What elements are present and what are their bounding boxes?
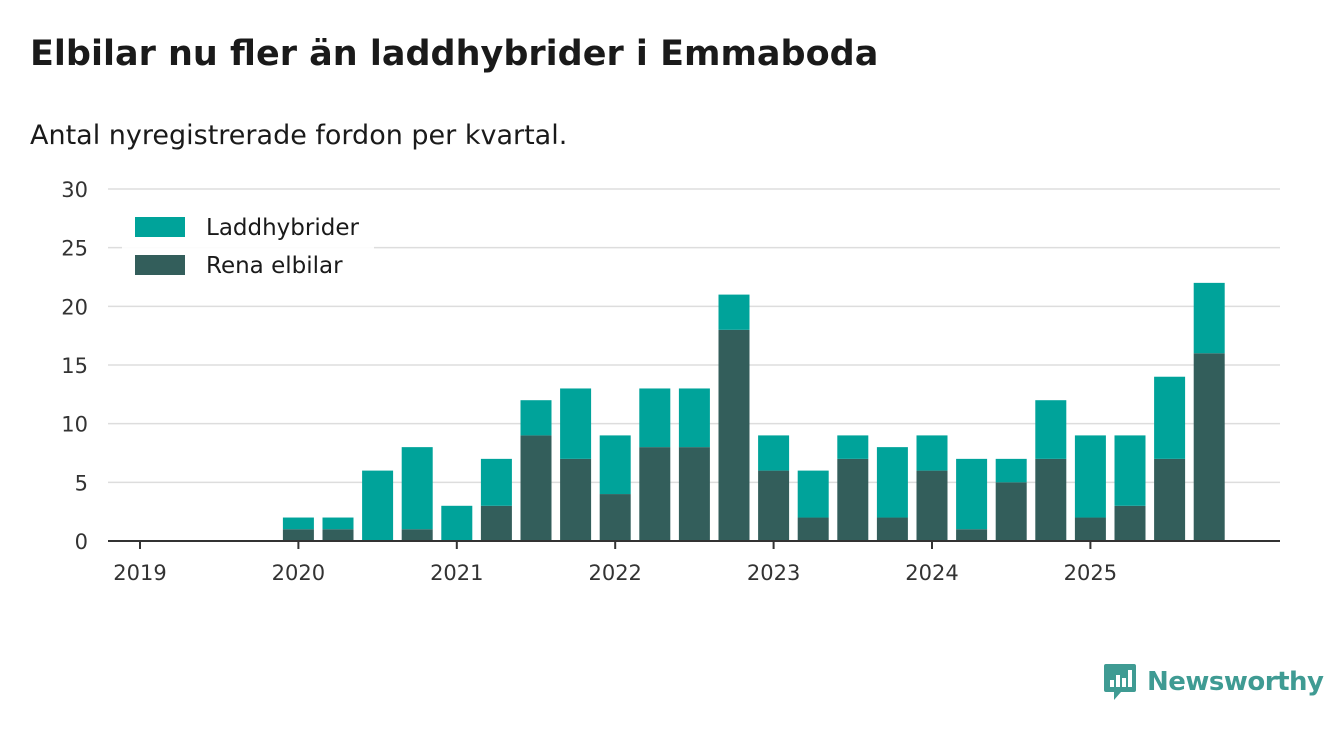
bar-laddhybrider — [956, 458, 988, 530]
bar-rena-elbilar — [401, 529, 433, 541]
y-tick-label: 20 — [61, 295, 88, 319]
bar-rena-elbilar — [1035, 458, 1067, 541]
bar-rena-elbilar — [956, 529, 988, 541]
legend-swatch-rena-elbilar — [135, 255, 185, 275]
y-tick-label: 5 — [75, 471, 88, 495]
y-tick-label: 30 — [61, 178, 88, 202]
bar-laddhybrider — [916, 435, 948, 471]
bar-laddhybrider — [678, 388, 710, 448]
bar-rena-elbilar — [876, 517, 908, 541]
legend: Laddhybrider Rena elbilar — [122, 205, 374, 283]
bar-rena-elbilar — [1114, 505, 1146, 541]
bar-laddhybrider — [718, 294, 750, 330]
chart-title: Elbilar nu fler än laddhybrider i Emmabo… — [30, 34, 879, 74]
bar-laddhybrider — [995, 458, 1027, 483]
bar-laddhybrider — [599, 435, 631, 495]
x-tick-label: 2019 — [113, 561, 166, 585]
bar-laddhybrider — [560, 388, 592, 459]
y-axis-ticks: 0 5 10 15 20 25 30 — [61, 178, 88, 554]
bar-laddhybrider — [1114, 435, 1146, 506]
bar-laddhybrider — [322, 517, 354, 530]
bar-rena-elbilar — [520, 435, 552, 541]
y-tick-label: 0 — [75, 530, 88, 554]
bar-rena-elbilar — [837, 458, 869, 541]
bar-laddhybrider — [876, 447, 908, 518]
x-tick-label: 2024 — [905, 561, 958, 585]
bar-laddhybrider — [441, 505, 473, 541]
legend-swatch-laddhybrider — [135, 217, 185, 237]
bar-laddhybrider — [480, 458, 512, 506]
bar-rena-elbilar — [678, 447, 710, 541]
x-axis-ticks: 2019 2020 2021 2022 2023 2024 2025 — [113, 541, 1117, 585]
newsworthy-logo-icon — [1104, 664, 1136, 700]
y-tick-label: 10 — [61, 413, 88, 437]
x-tick-label: 2025 — [1064, 561, 1117, 585]
bar-laddhybrider — [1154, 376, 1186, 459]
bar-rena-elbilar — [995, 482, 1027, 541]
bar-rena-elbilar — [322, 529, 354, 541]
bar-rena-elbilar — [1193, 353, 1225, 541]
newsworthy-logo: Newsworthy — [1103, 662, 1324, 702]
bar-rena-elbilar — [1154, 458, 1186, 541]
bar-laddhybrider — [1035, 400, 1067, 459]
bar-rena-elbilar — [480, 505, 512, 541]
x-tick-label: 2020 — [272, 561, 325, 585]
bar-laddhybrider — [758, 435, 790, 471]
bar-laddhybrider — [797, 470, 829, 518]
y-tick-label: 25 — [61, 237, 88, 261]
bar-rena-elbilar — [639, 447, 671, 541]
bar-rena-elbilar — [797, 517, 829, 541]
chart-subtitle: Antal nyregistrerade fordon per kvartal. — [30, 120, 568, 151]
bar-laddhybrider — [362, 470, 394, 541]
bar-rena-elbilar — [758, 470, 790, 541]
bar-rena-elbilar — [718, 329, 750, 541]
bar-rena-elbilar — [916, 470, 948, 541]
legend-label-rena-elbilar: Rena elbilar — [206, 253, 343, 279]
x-tick-label: 2023 — [747, 561, 800, 585]
bar-rena-elbilar — [560, 458, 592, 541]
bar-laddhybrider — [1193, 282, 1225, 354]
bar-rena-elbilar — [599, 494, 631, 541]
bars — [282, 282, 1225, 541]
bar-laddhybrider — [520, 400, 552, 436]
x-tick-label: 2022 — [588, 561, 641, 585]
newsworthy-logo-text: Newsworthy — [1147, 667, 1324, 697]
legend-label-laddhybrider: Laddhybrider — [206, 215, 359, 241]
bar-laddhybrider — [1074, 435, 1106, 518]
bar-laddhybrider — [837, 435, 869, 459]
bar-laddhybrider — [282, 517, 314, 530]
bar-laddhybrider — [401, 447, 433, 530]
y-tick-label: 15 — [61, 354, 88, 378]
bar-rena-elbilar — [1074, 517, 1106, 541]
bar-laddhybrider — [639, 388, 671, 448]
bar-rena-elbilar — [282, 529, 314, 541]
x-tick-label: 2021 — [430, 561, 483, 585]
